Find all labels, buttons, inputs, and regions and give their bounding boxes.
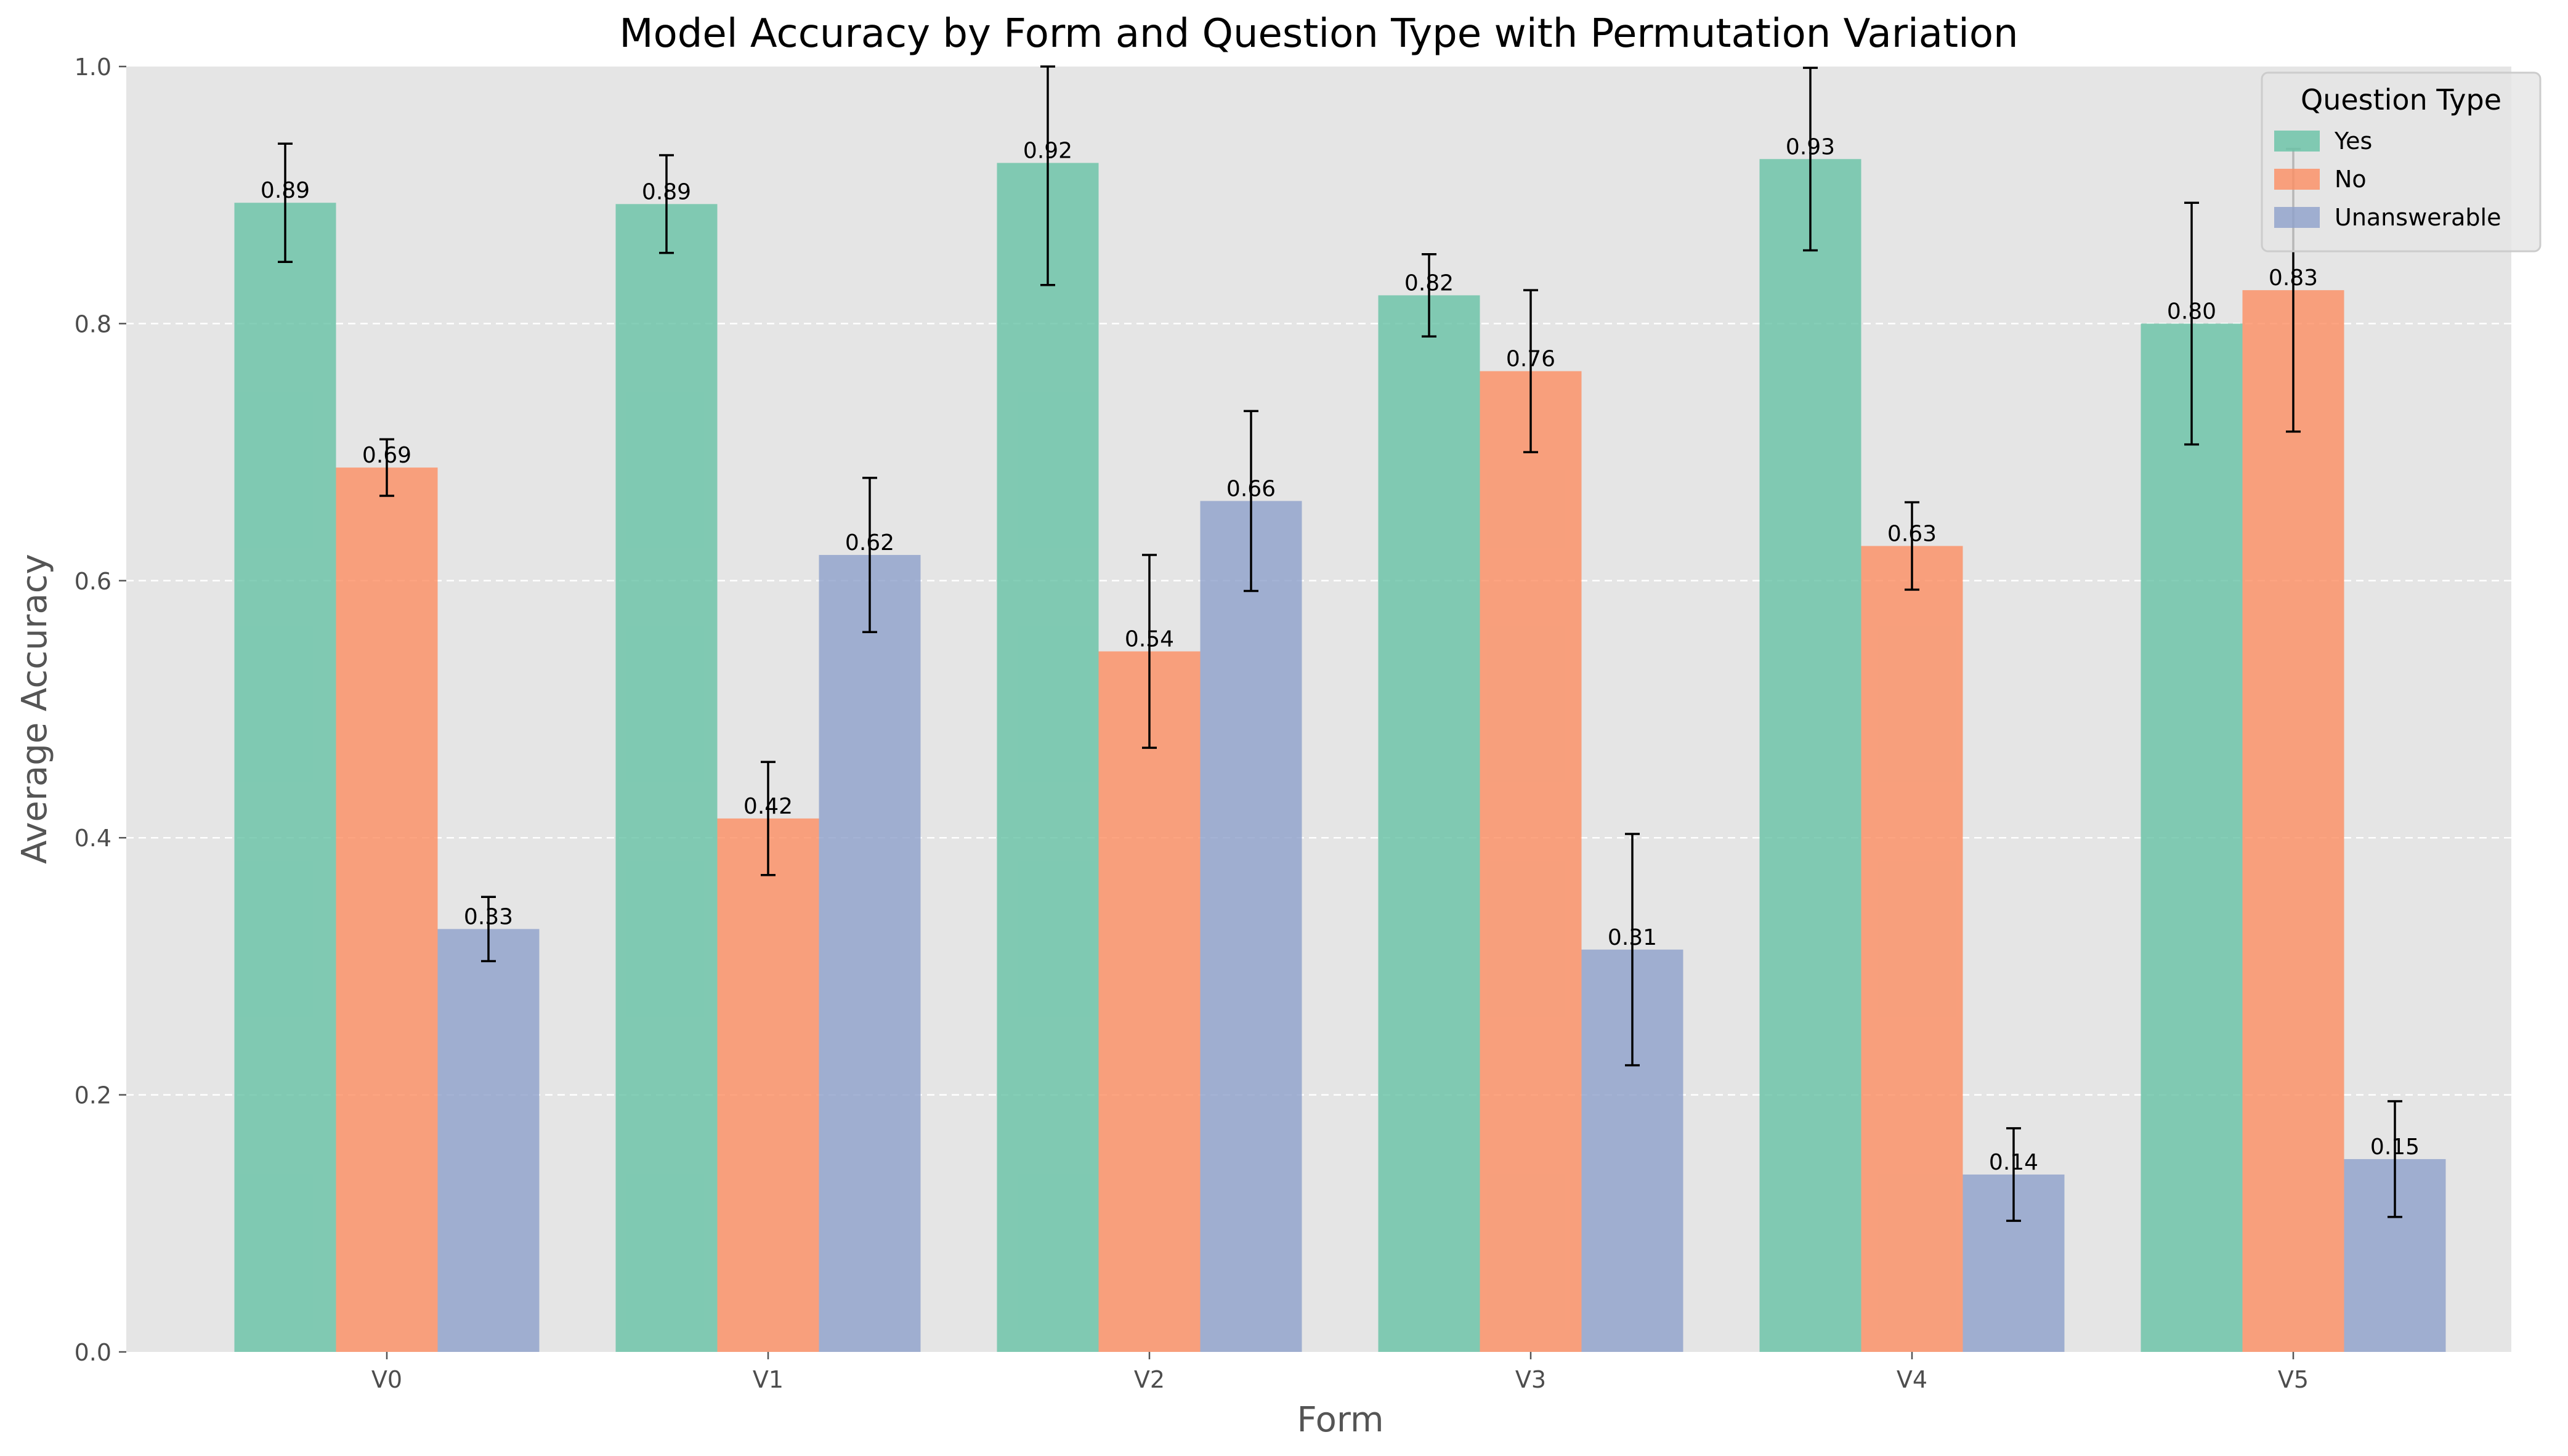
x-tick-label: V1 <box>753 1366 784 1393</box>
legend-label: No <box>2335 166 2367 193</box>
x-tick-label: V5 <box>2278 1366 2309 1393</box>
bar <box>997 163 1099 1352</box>
bar <box>437 929 540 1352</box>
bar <box>1861 546 1963 1353</box>
bar-value-label: 0.69 <box>362 443 411 468</box>
bar-value-label: 0.80 <box>2167 299 2216 324</box>
x-tick-label: V0 <box>371 1366 402 1393</box>
bar-value-label: 0.92 <box>1023 139 1072 164</box>
y-tick-label: 0.4 <box>75 825 111 852</box>
y-axis-ticks: 0.0 0.2 0.4 0.6 0.8 1.0 <box>75 54 126 1366</box>
bar <box>1480 371 1582 1352</box>
bar <box>1200 501 1302 1352</box>
bar <box>717 818 819 1352</box>
bar-value-label: 0.83 <box>2269 265 2318 291</box>
legend-swatch <box>2274 131 2320 152</box>
bar <box>2141 323 2243 1352</box>
y-axis-label: Average Accuracy <box>15 554 55 863</box>
legend-title: Question Type <box>2301 83 2501 116</box>
bar <box>1098 651 1201 1352</box>
error-bars <box>278 65 2402 1222</box>
legend-items: Yes No Unanswerable <box>2274 127 2501 231</box>
bar <box>336 467 438 1352</box>
legend-box <box>2261 71 2542 253</box>
x-axis-ticks: V0 V1 V2 V3 V4 V5 <box>371 1352 2309 1393</box>
bar <box>615 204 718 1353</box>
bars <box>234 159 2446 1353</box>
bar-value-label: 0.66 <box>1226 476 1276 501</box>
bar-value-label: 0.62 <box>845 530 894 556</box>
x-tick-label: V2 <box>1134 1366 1165 1393</box>
legend-label: Unanswerable <box>2335 204 2501 231</box>
bar-value-label: 0.33 <box>464 904 513 929</box>
bar-value-labels: 0.89 0.69 0.33 0.89 0.42 0.62 0.92 0.54 0.66 0.82… <box>261 134 2420 1175</box>
bar <box>234 203 336 1353</box>
legend-label: Yes <box>2334 127 2372 155</box>
bar-value-label: 0.89 <box>261 178 310 203</box>
bar-value-label: 0.31 <box>1608 925 1657 950</box>
bar <box>1378 295 1480 1353</box>
y-tick-label: 1.0 <box>75 54 111 81</box>
bar <box>819 555 921 1352</box>
bar-value-label: 0.76 <box>1506 347 1555 372</box>
bar-value-label: 0.42 <box>743 794 793 819</box>
bar <box>1759 159 1861 1352</box>
legend-swatch <box>2274 169 2320 190</box>
bar-value-label: 0.14 <box>1989 1150 2038 1175</box>
y-tick-label: 0.8 <box>75 310 111 338</box>
y-tick-label: 0.6 <box>75 568 111 595</box>
x-tick-label: V4 <box>1897 1366 1927 1393</box>
bar <box>2242 290 2344 1353</box>
x-axis-label: Form <box>1297 1400 1383 1440</box>
x-tick-label: V3 <box>1515 1366 1546 1393</box>
bar-value-label: 0.93 <box>1786 134 1835 160</box>
legend: Question Type Yes No Unanswerable <box>2261 71 2542 253</box>
bar-value-label: 0.82 <box>1404 270 1454 296</box>
chart-title: Model Accuracy by Form and Question Type… <box>619 11 2018 57</box>
bar-value-label: 0.63 <box>1887 521 1937 546</box>
y-tick-label: 0.0 <box>75 1339 111 1366</box>
y-tick-label: 0.2 <box>75 1082 111 1109</box>
bar-value-label: 0.54 <box>1125 627 1174 652</box>
bar-value-label: 0.89 <box>642 179 691 204</box>
bar-value-label: 0.15 <box>2370 1134 2420 1160</box>
legend-swatch <box>2274 207 2320 228</box>
